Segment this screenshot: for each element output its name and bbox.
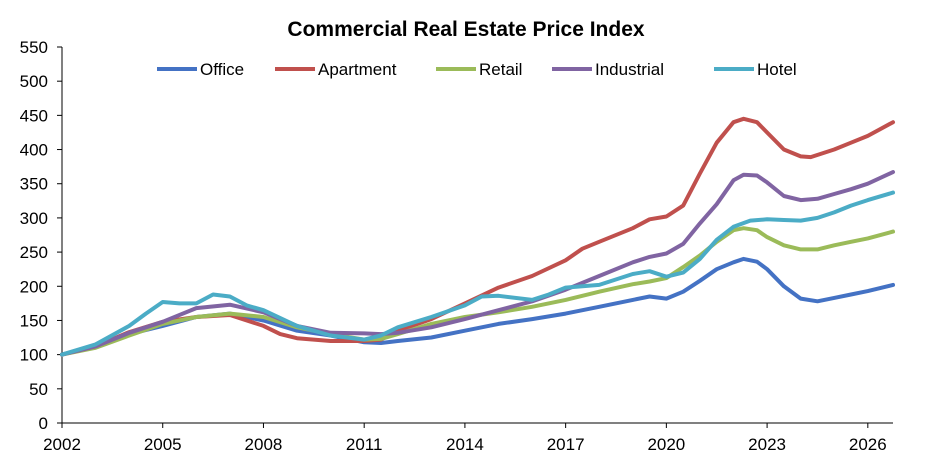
legend-item-retail: Retail bbox=[436, 60, 522, 79]
y-tick-label: 300 bbox=[20, 209, 48, 228]
legend-label: Retail bbox=[479, 60, 522, 79]
y-tick-label: 550 bbox=[20, 38, 48, 57]
y-tick-label: 100 bbox=[20, 346, 48, 365]
series-line-retail bbox=[60, 226, 895, 357]
legend-label: Industrial bbox=[595, 60, 664, 79]
y-tick-label: 200 bbox=[20, 277, 48, 296]
axes: 0 50 100 150 200 250 300 350 400 450 500 550 2002 200… bbox=[20, 38, 893, 454]
series-line-hotel bbox=[60, 190, 895, 357]
y-tick-label: 400 bbox=[20, 141, 48, 160]
y-tick-label: 50 bbox=[29, 380, 48, 399]
x-tick-label: 2017 bbox=[547, 435, 585, 454]
chart-title: Commercial Real Estate Price Index bbox=[287, 18, 644, 41]
x-tick-label: 2005 bbox=[144, 435, 182, 454]
x-tick-label: 2026 bbox=[849, 435, 887, 454]
legend: Office Apartment Retail Industrial Hotel bbox=[157, 60, 797, 79]
series-line-industrial bbox=[60, 170, 895, 357]
x-tick-label: 2023 bbox=[748, 435, 786, 454]
legend-item-industrial: Industrial bbox=[552, 60, 664, 79]
y-tick-label: 250 bbox=[20, 243, 48, 262]
legend-item-apartment: Apartment bbox=[275, 60, 397, 79]
legend-item-office: Office bbox=[157, 60, 244, 79]
legend-label: Apartment bbox=[318, 60, 397, 79]
series-line-apartment bbox=[60, 116, 895, 357]
x-tick-label: 2008 bbox=[245, 435, 283, 454]
y-tick-label: 0 bbox=[39, 414, 48, 433]
series-line-office bbox=[60, 256, 895, 357]
x-tick-label: 2002 bbox=[43, 435, 81, 454]
y-tick-label: 150 bbox=[20, 311, 48, 330]
x-tick-label: 2020 bbox=[647, 435, 685, 454]
legend-item-hotel: Hotel bbox=[714, 60, 797, 79]
x-tick-label: 2011 bbox=[346, 435, 383, 454]
y-tick-label: 450 bbox=[20, 106, 48, 125]
x-tick-label: 2014 bbox=[446, 435, 484, 454]
series-lines bbox=[60, 116, 895, 357]
y-tick-label: 350 bbox=[20, 175, 48, 194]
y-tick-label: 500 bbox=[20, 72, 48, 91]
legend-label: Hotel bbox=[757, 60, 797, 79]
legend-label: Office bbox=[200, 60, 244, 79]
